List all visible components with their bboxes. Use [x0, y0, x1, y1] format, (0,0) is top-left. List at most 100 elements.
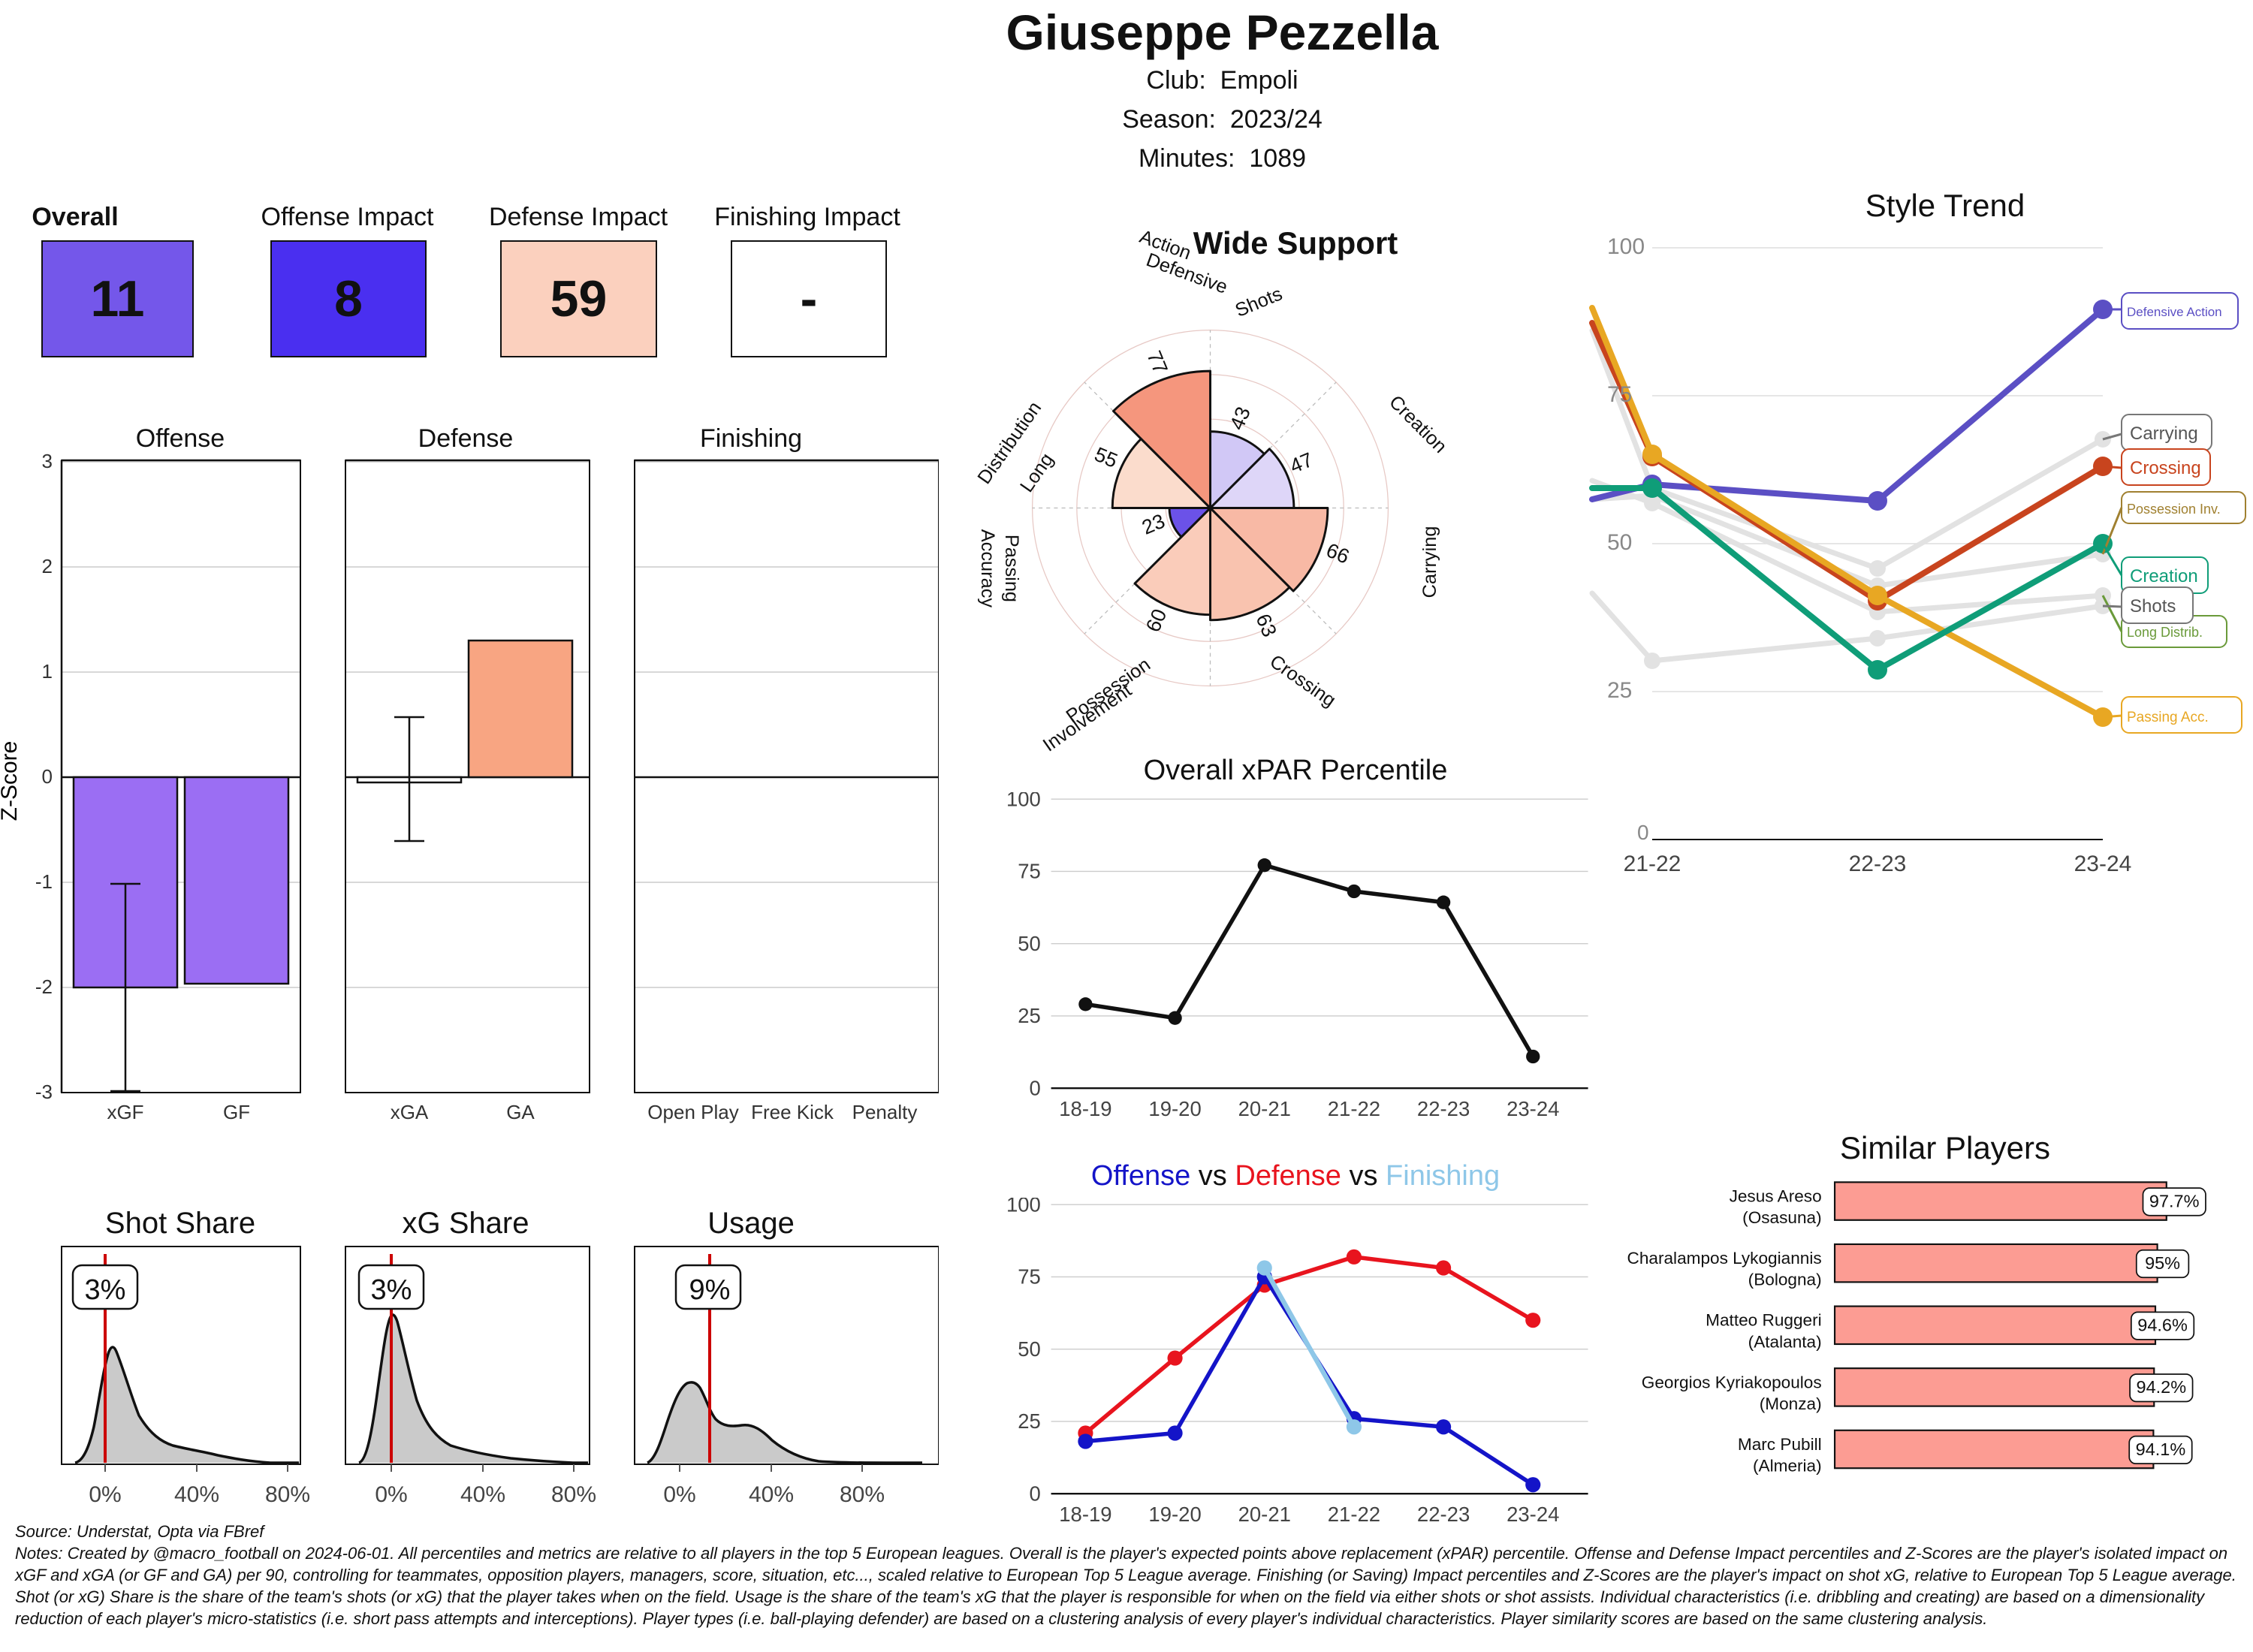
- svg-text:23-24: 23-24: [2074, 852, 2132, 876]
- svg-text:50: 50: [1018, 1337, 1041, 1361]
- svg-text:(Almeria): (Almeria): [1753, 1457, 1822, 1476]
- svg-text:94.1%: 94.1%: [2136, 1439, 2186, 1459]
- svg-text:Long Distrib.: Long Distrib.: [2127, 625, 2203, 640]
- svg-text:Involvement: Involvement: [1039, 680, 1136, 755]
- svg-text:(Atalanta): (Atalanta): [1748, 1332, 1822, 1351]
- svg-text:25: 25: [1607, 678, 1632, 703]
- svg-text:xG Share: xG Share: [403, 1207, 529, 1240]
- svg-text:Charalampos Lykogiannis: Charalampos Lykogiannis: [1627, 1249, 1822, 1268]
- svg-text:100: 100: [1006, 1198, 1041, 1216]
- svg-text:94.2%: 94.2%: [2137, 1377, 2187, 1397]
- svg-text:9%: 9%: [689, 1274, 731, 1306]
- svg-text:40%: 40%: [749, 1482, 794, 1507]
- svg-text:80%: 80%: [551, 1482, 596, 1507]
- svg-text:18-19: 18-19: [1059, 1097, 1111, 1120]
- svg-text:Georgios Kyriakopoulos: Georgios Kyriakopoulos: [1642, 1373, 1822, 1391]
- svg-text:50: 50: [1607, 530, 1632, 555]
- svg-text:22-23: 22-23: [1849, 852, 1907, 876]
- svg-text:(Monza): (Monza): [1760, 1394, 1822, 1413]
- svg-text:77: 77: [1142, 348, 1172, 378]
- svg-text:Matteo Ruggeri: Matteo Ruggeri: [1706, 1311, 1821, 1330]
- svg-text:25: 25: [1018, 1004, 1041, 1027]
- svg-text:63: 63: [1251, 610, 1281, 641]
- svg-text:20-21: 20-21: [1238, 1097, 1291, 1120]
- svg-text:21-22: 21-22: [1328, 1097, 1380, 1120]
- svg-text:22-23: 22-23: [1417, 1503, 1470, 1526]
- svg-text:Creation: Creation: [1385, 391, 1451, 457]
- svg-text:66: 66: [1323, 538, 1353, 568]
- svg-text:Shots: Shots: [2130, 596, 2176, 616]
- svg-text:Offense: Offense: [136, 424, 225, 453]
- svg-text:Free Kick: Free Kick: [751, 1101, 834, 1123]
- svg-text:2: 2: [42, 555, 53, 577]
- svg-text:0%: 0%: [663, 1482, 695, 1507]
- svg-text:94.6%: 94.6%: [2137, 1316, 2188, 1335]
- svg-text:47: 47: [1286, 448, 1317, 478]
- svg-text:21-22: 21-22: [1624, 852, 1681, 876]
- svg-text:Carrying: Carrying: [2130, 424, 2198, 444]
- svg-text:40%: 40%: [174, 1482, 219, 1507]
- svg-text:0: 0: [1030, 1076, 1041, 1099]
- svg-text:GF: GF: [223, 1101, 250, 1123]
- svg-text:0: 0: [42, 765, 53, 788]
- svg-text:Z-Score: Z-Score: [0, 741, 22, 821]
- svg-text:25: 25: [1018, 1409, 1041, 1433]
- svg-text:Defensive Action: Defensive Action: [2127, 305, 2222, 319]
- svg-text:0%: 0%: [89, 1482, 121, 1507]
- svg-text:1: 1: [42, 660, 53, 683]
- svg-text:0: 0: [1030, 1482, 1041, 1505]
- svg-text:21-22: 21-22: [1328, 1503, 1380, 1526]
- svg-text:50: 50: [1018, 932, 1041, 955]
- svg-text:75: 75: [1607, 382, 1632, 407]
- svg-text:75: 75: [1018, 860, 1041, 883]
- svg-text:xGF: xGF: [107, 1101, 143, 1123]
- svg-text:40%: 40%: [460, 1482, 505, 1507]
- svg-text:Shot Share: Shot Share: [105, 1207, 255, 1240]
- svg-text:100: 100: [1607, 234, 1645, 259]
- svg-text:60: 60: [1141, 605, 1171, 635]
- svg-text:19-20: 19-20: [1148, 1503, 1201, 1526]
- svg-text:23-24: 23-24: [1507, 1503, 1559, 1526]
- svg-text:18-19: 18-19: [1059, 1503, 1111, 1526]
- svg-text:80%: 80%: [840, 1482, 885, 1507]
- svg-text:55: 55: [1091, 442, 1121, 472]
- svg-text:Passing Acc.: Passing Acc.: [2127, 710, 2209, 725]
- svg-text:Jesus Areso: Jesus Areso: [1730, 1186, 1822, 1205]
- svg-text:(Osasuna): (Osasuna): [1742, 1208, 1821, 1227]
- svg-text:Marc Pubill: Marc Pubill: [1738, 1435, 1822, 1454]
- svg-text:Usage: Usage: [707, 1207, 795, 1240]
- svg-text:97.7%: 97.7%: [2149, 1191, 2200, 1210]
- svg-text:-1: -1: [35, 870, 53, 893]
- svg-text:Finishing: Finishing: [700, 424, 802, 453]
- svg-text:0: 0: [1637, 821, 1649, 844]
- svg-text:23: 23: [1139, 509, 1169, 539]
- svg-text:22-23: 22-23: [1417, 1097, 1470, 1120]
- svg-text:Passing: Passing: [1001, 535, 1022, 602]
- svg-text:95%: 95%: [2145, 1253, 2180, 1273]
- svg-text:Carrying: Carrying: [1419, 526, 1440, 598]
- svg-text:100: 100: [1006, 792, 1041, 810]
- svg-text:3: 3: [42, 450, 53, 472]
- svg-text:Defense: Defense: [418, 424, 514, 453]
- svg-text:Possession Inv.: Possession Inv.: [2127, 502, 2221, 517]
- svg-text:-2: -2: [35, 975, 53, 998]
- svg-text:3%: 3%: [371, 1274, 412, 1306]
- svg-text:Accuracy: Accuracy: [977, 529, 998, 608]
- svg-text:23-24: 23-24: [1507, 1097, 1559, 1120]
- svg-text:Creation: Creation: [2130, 566, 2198, 586]
- svg-text:20-21: 20-21: [1238, 1503, 1291, 1526]
- svg-text:(Bologna): (Bologna): [1748, 1271, 1822, 1289]
- svg-text:Penalty: Penalty: [852, 1101, 918, 1123]
- svg-text:75: 75: [1018, 1265, 1041, 1289]
- svg-text:-3: -3: [35, 1081, 53, 1103]
- svg-text:Long: Long: [1016, 449, 1057, 496]
- svg-text:0%: 0%: [375, 1482, 407, 1507]
- svg-text:Crossing: Crossing: [2130, 458, 2201, 478]
- svg-text:80%: 80%: [265, 1482, 310, 1507]
- svg-text:19-20: 19-20: [1148, 1097, 1201, 1120]
- svg-text:Open Play: Open Play: [647, 1101, 738, 1123]
- svg-text:Shots: Shots: [1232, 283, 1286, 321]
- svg-text:GA: GA: [506, 1101, 535, 1123]
- svg-text:xGA: xGA: [391, 1101, 429, 1123]
- svg-text:3%: 3%: [85, 1274, 126, 1306]
